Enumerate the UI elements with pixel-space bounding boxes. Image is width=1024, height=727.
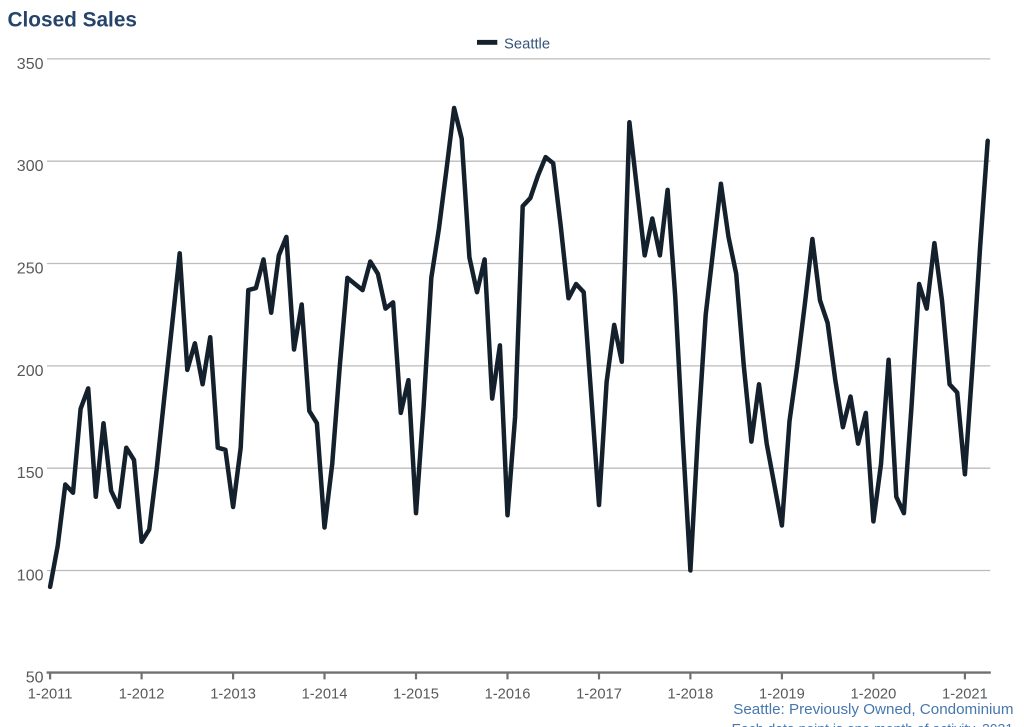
svg-text:Each data point is one month o: Each data point is one month of activity… xyxy=(732,721,1017,727)
svg-text:1-2017: 1-2017 xyxy=(576,686,622,702)
svg-text:1-2013: 1-2013 xyxy=(210,686,256,702)
svg-text:50: 50 xyxy=(26,670,44,687)
svg-text:1-2011: 1-2011 xyxy=(28,686,73,702)
svg-text:200: 200 xyxy=(17,363,44,380)
svg-text:1-2014: 1-2014 xyxy=(302,686,348,702)
svg-text:250: 250 xyxy=(17,261,44,278)
svg-text:1-2018: 1-2018 xyxy=(668,686,714,702)
svg-text:Closed Sales: Closed Sales xyxy=(8,8,137,31)
svg-text:1-2012: 1-2012 xyxy=(119,686,165,702)
svg-text:Seattle: Previously Owned, Con: Seattle: Previously Owned, Condominium xyxy=(733,701,1013,718)
svg-text:1-2016: 1-2016 xyxy=(485,686,531,702)
svg-text:1-2020: 1-2020 xyxy=(851,686,897,702)
svg-text:100: 100 xyxy=(17,568,44,585)
svg-text:1-2021: 1-2021 xyxy=(942,686,988,702)
svg-text:300: 300 xyxy=(17,158,44,175)
svg-text:Seattle: Seattle xyxy=(504,36,550,52)
svg-text:350: 350 xyxy=(17,56,44,73)
svg-text:150: 150 xyxy=(17,465,44,482)
svg-text:1-2019: 1-2019 xyxy=(759,686,805,702)
svg-text:1-2015: 1-2015 xyxy=(393,686,439,702)
